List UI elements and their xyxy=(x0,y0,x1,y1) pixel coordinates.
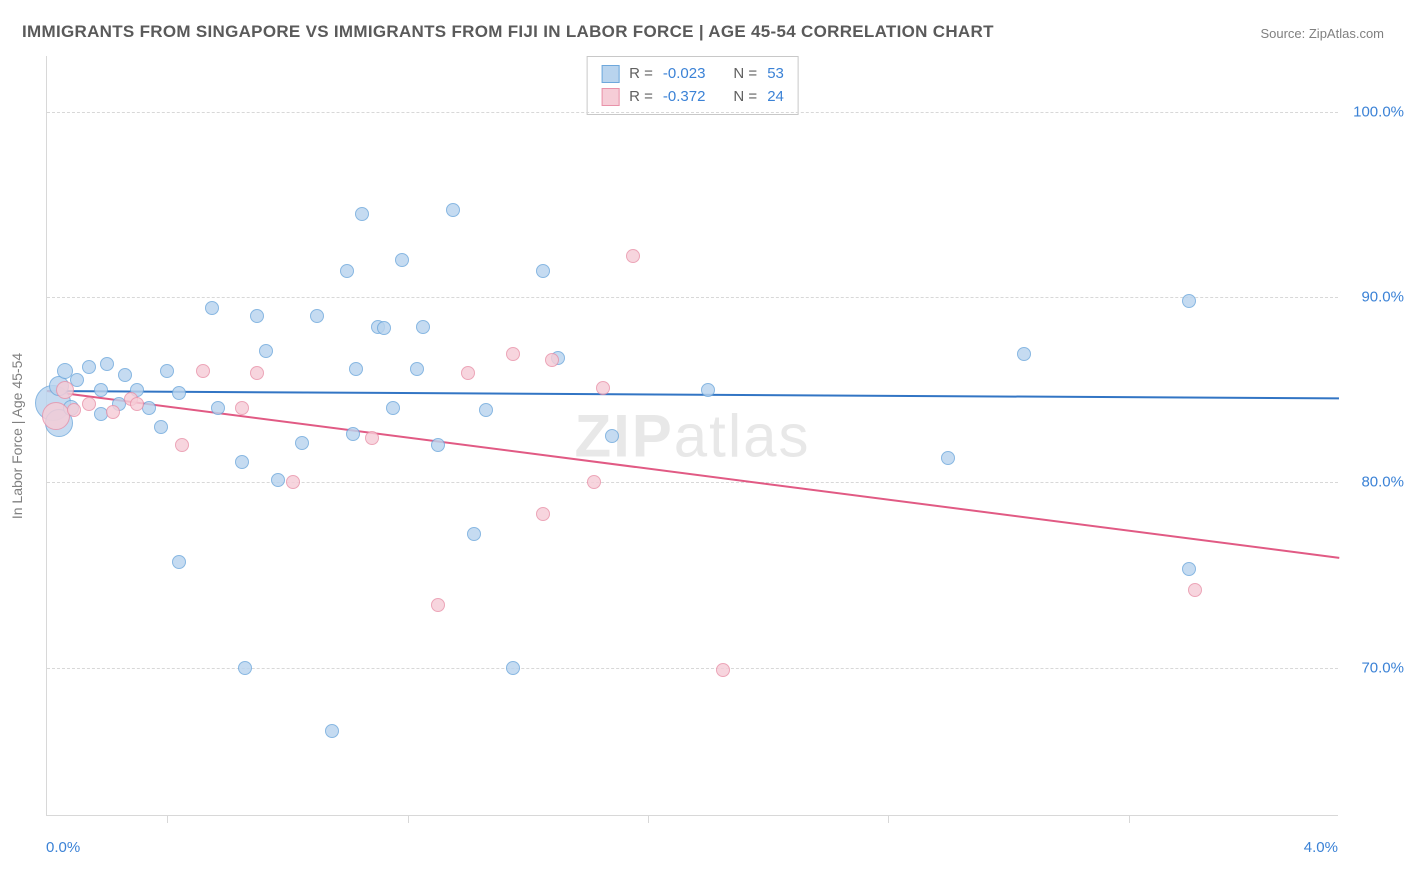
data-point-singapore xyxy=(259,344,273,358)
data-point-fiji xyxy=(506,347,520,361)
x-tick xyxy=(408,815,409,823)
data-point-singapore xyxy=(386,401,400,415)
data-point-singapore xyxy=(431,438,445,452)
data-point-fiji xyxy=(56,381,74,399)
data-point-singapore xyxy=(410,362,424,376)
x-tick xyxy=(648,815,649,823)
data-point-singapore xyxy=(941,451,955,465)
data-point-fiji xyxy=(545,353,559,367)
data-point-singapore xyxy=(250,309,264,323)
data-point-fiji xyxy=(286,475,300,489)
data-point-fiji xyxy=(431,598,445,612)
data-point-fiji xyxy=(1188,583,1202,597)
data-point-fiji xyxy=(626,249,640,263)
data-point-fiji xyxy=(130,397,144,411)
r-label: R = xyxy=(629,86,653,109)
source-label: Source: ZipAtlas.com xyxy=(1260,26,1384,41)
grid-line xyxy=(47,482,1338,483)
data-point-singapore xyxy=(355,207,369,221)
n-label: N = xyxy=(733,63,757,86)
data-point-fiji xyxy=(175,438,189,452)
data-point-fiji xyxy=(196,364,210,378)
data-point-fiji xyxy=(67,403,81,417)
y-axis-title: In Labor Force | Age 45-54 xyxy=(9,352,25,518)
data-point-singapore xyxy=(1182,294,1196,308)
r-value: -0.023 xyxy=(663,63,706,86)
x-tick xyxy=(167,815,168,823)
data-point-fiji xyxy=(536,507,550,521)
data-point-fiji xyxy=(716,663,730,677)
stats-row-fiji: R = -0.372 N = 24 xyxy=(601,86,784,109)
data-point-singapore xyxy=(349,362,363,376)
n-value: 53 xyxy=(767,63,784,86)
data-point-singapore xyxy=(160,364,174,378)
data-point-singapore xyxy=(479,403,493,417)
data-point-singapore xyxy=(340,264,354,278)
y-tick-label: 100.0% xyxy=(1353,103,1404,120)
y-tick-label: 90.0% xyxy=(1361,288,1404,305)
data-point-singapore xyxy=(346,427,360,441)
data-point-singapore xyxy=(395,253,409,267)
grid-line xyxy=(47,297,1338,298)
data-point-singapore xyxy=(605,429,619,443)
data-point-singapore xyxy=(100,357,114,371)
n-label: N = xyxy=(733,86,757,109)
r-value: -0.372 xyxy=(663,86,706,109)
data-point-fiji xyxy=(461,366,475,380)
chart-plot-area: In Labor Force | Age 45-54 ZIPatlas R =-… xyxy=(46,56,1338,816)
grid-line xyxy=(47,112,1338,113)
data-point-fiji xyxy=(587,475,601,489)
data-point-singapore xyxy=(172,555,186,569)
chart-title: IMMIGRANTS FROM SINGAPORE VS IMMIGRANTS … xyxy=(22,22,994,42)
data-point-singapore xyxy=(235,455,249,469)
data-point-singapore xyxy=(295,436,309,450)
y-tick-label: 70.0% xyxy=(1361,659,1404,676)
data-point-singapore xyxy=(172,386,186,400)
x-tick xyxy=(888,815,889,823)
watermark-rest: atlas xyxy=(674,402,811,469)
x-tick xyxy=(1129,815,1130,823)
data-point-singapore xyxy=(94,383,108,397)
stats-row-singapore: R = -0.023 N = 53 xyxy=(601,63,784,86)
data-point-singapore xyxy=(310,309,324,323)
data-point-singapore xyxy=(325,724,339,738)
x-axis-min-label: 0.0% xyxy=(46,839,80,856)
watermark-bold: ZIP xyxy=(574,402,673,469)
data-point-singapore xyxy=(1182,562,1196,576)
data-point-singapore xyxy=(536,264,550,278)
data-point-singapore xyxy=(506,661,520,675)
x-axis-max-label: 4.0% xyxy=(1304,839,1338,856)
data-point-singapore xyxy=(154,420,168,434)
data-point-singapore xyxy=(701,383,715,397)
data-point-singapore xyxy=(205,301,219,315)
data-point-singapore xyxy=(446,203,460,217)
data-point-fiji xyxy=(82,397,96,411)
data-point-singapore xyxy=(271,473,285,487)
legend-swatch xyxy=(601,65,619,83)
legend-stats-box: R = -0.023 N = 53 R = -0.372 N = 24 xyxy=(586,56,799,115)
y-tick-label: 80.0% xyxy=(1361,474,1404,491)
data-point-singapore xyxy=(1017,347,1031,361)
data-point-singapore xyxy=(377,321,391,335)
data-point-singapore xyxy=(467,527,481,541)
legend-swatch xyxy=(601,88,619,106)
data-point-singapore xyxy=(118,368,132,382)
data-point-fiji xyxy=(42,402,70,430)
data-point-singapore xyxy=(211,401,225,415)
n-value: 24 xyxy=(767,86,784,109)
page-root: IMMIGRANTS FROM SINGAPORE VS IMMIGRANTS … xyxy=(0,0,1406,892)
trendline-singapore xyxy=(47,390,1339,399)
data-point-singapore xyxy=(238,661,252,675)
r-label: R = xyxy=(629,63,653,86)
data-point-fiji xyxy=(250,366,264,380)
data-point-fiji xyxy=(365,431,379,445)
data-point-singapore xyxy=(416,320,430,334)
data-point-singapore xyxy=(142,401,156,415)
data-point-singapore xyxy=(82,360,96,374)
data-point-fiji xyxy=(596,381,610,395)
data-point-fiji xyxy=(106,405,120,419)
data-point-fiji xyxy=(235,401,249,415)
